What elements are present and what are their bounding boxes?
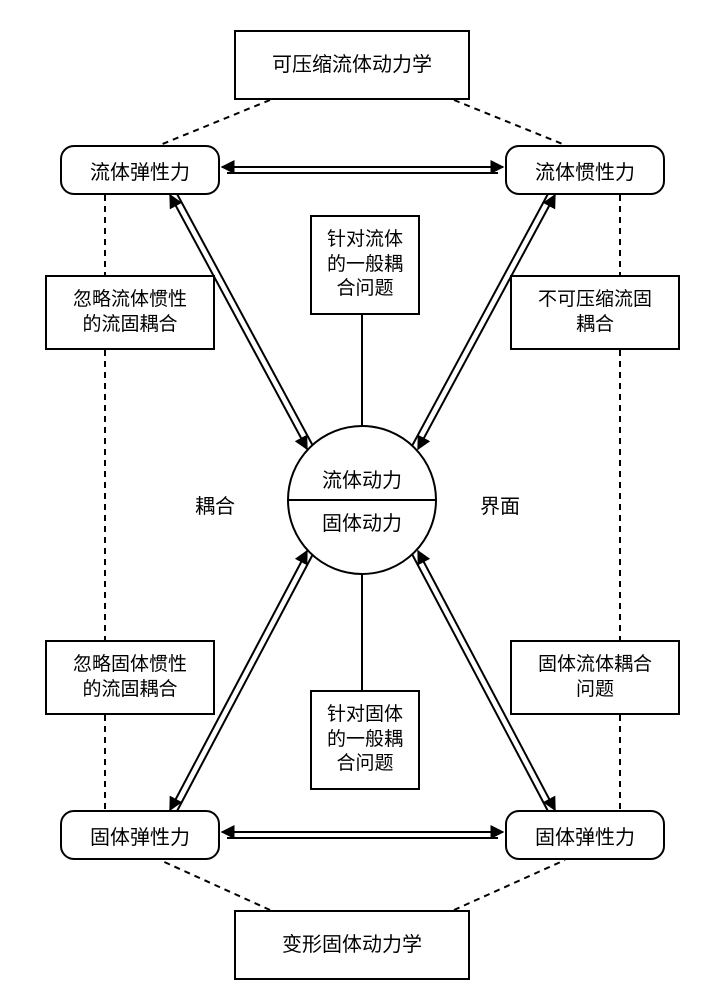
node-ignore-fluid-inertia: 忽略流体惯性 的流固耦合	[45, 275, 215, 350]
node-general-fluid-coupling: 针对流体 的一般耦 合问题	[310, 215, 420, 315]
node-center-dynamics: 流体动力 固体动力	[287, 425, 437, 575]
label: 忽略流体惯性 的流固耦合	[73, 288, 187, 337]
label: 可压缩流体动力学	[272, 52, 432, 78]
label: 固体弹性力	[90, 821, 190, 850]
label-interface: 界面	[480, 490, 520, 519]
label: 流体弹性力	[90, 156, 190, 185]
center-bottom-half: 固体动力	[322, 501, 402, 542]
label: 变形固体动力学	[282, 932, 422, 958]
label-coupling: 耦合	[195, 490, 235, 519]
label: 固体动力	[322, 513, 402, 535]
label: 针对固体 的一般耦 合问题	[327, 703, 403, 777]
label: 针对流体 的一般耦 合问题	[327, 228, 403, 302]
node-incompressible-fsi: 不可压缩流固 耦合	[510, 275, 680, 350]
label: 耦合	[195, 496, 235, 518]
label: 固体弹性力	[535, 821, 635, 850]
label: 固体流体耦合 问题	[538, 653, 652, 702]
center-top-half: 流体动力	[322, 458, 402, 499]
node-ignore-solid-inertia: 忽略固体惯性 的流固耦合	[45, 640, 215, 715]
node-solid-fluid-coupling: 固体流体耦合 问题	[510, 640, 680, 715]
node-fluid-inertial-force: 流体惯性力	[505, 145, 665, 195]
node-solid-elastic-force-left: 固体弹性力	[60, 810, 220, 860]
label: 流体惯性力	[535, 156, 635, 185]
diagram-canvas: 可压缩流体动力学 变形固体动力学 忽略流体惯性 的流固耦合 不可压缩流固 耦合 …	[0, 0, 725, 1000]
node-fluid-elastic-force: 流体弹性力	[60, 145, 220, 195]
label: 流体动力	[322, 470, 402, 492]
label: 忽略固体惯性 的流固耦合	[73, 653, 187, 702]
node-deformable-solid-dynamics: 变形固体动力学	[234, 910, 470, 980]
node-general-solid-coupling: 针对固体 的一般耦 合问题	[310, 690, 420, 790]
node-solid-elastic-force-right: 固体弹性力	[505, 810, 665, 860]
label: 不可压缩流固 耦合	[538, 288, 652, 337]
node-compressible-fluid-dynamics: 可压缩流体动力学	[234, 30, 470, 100]
label: 界面	[480, 496, 520, 518]
